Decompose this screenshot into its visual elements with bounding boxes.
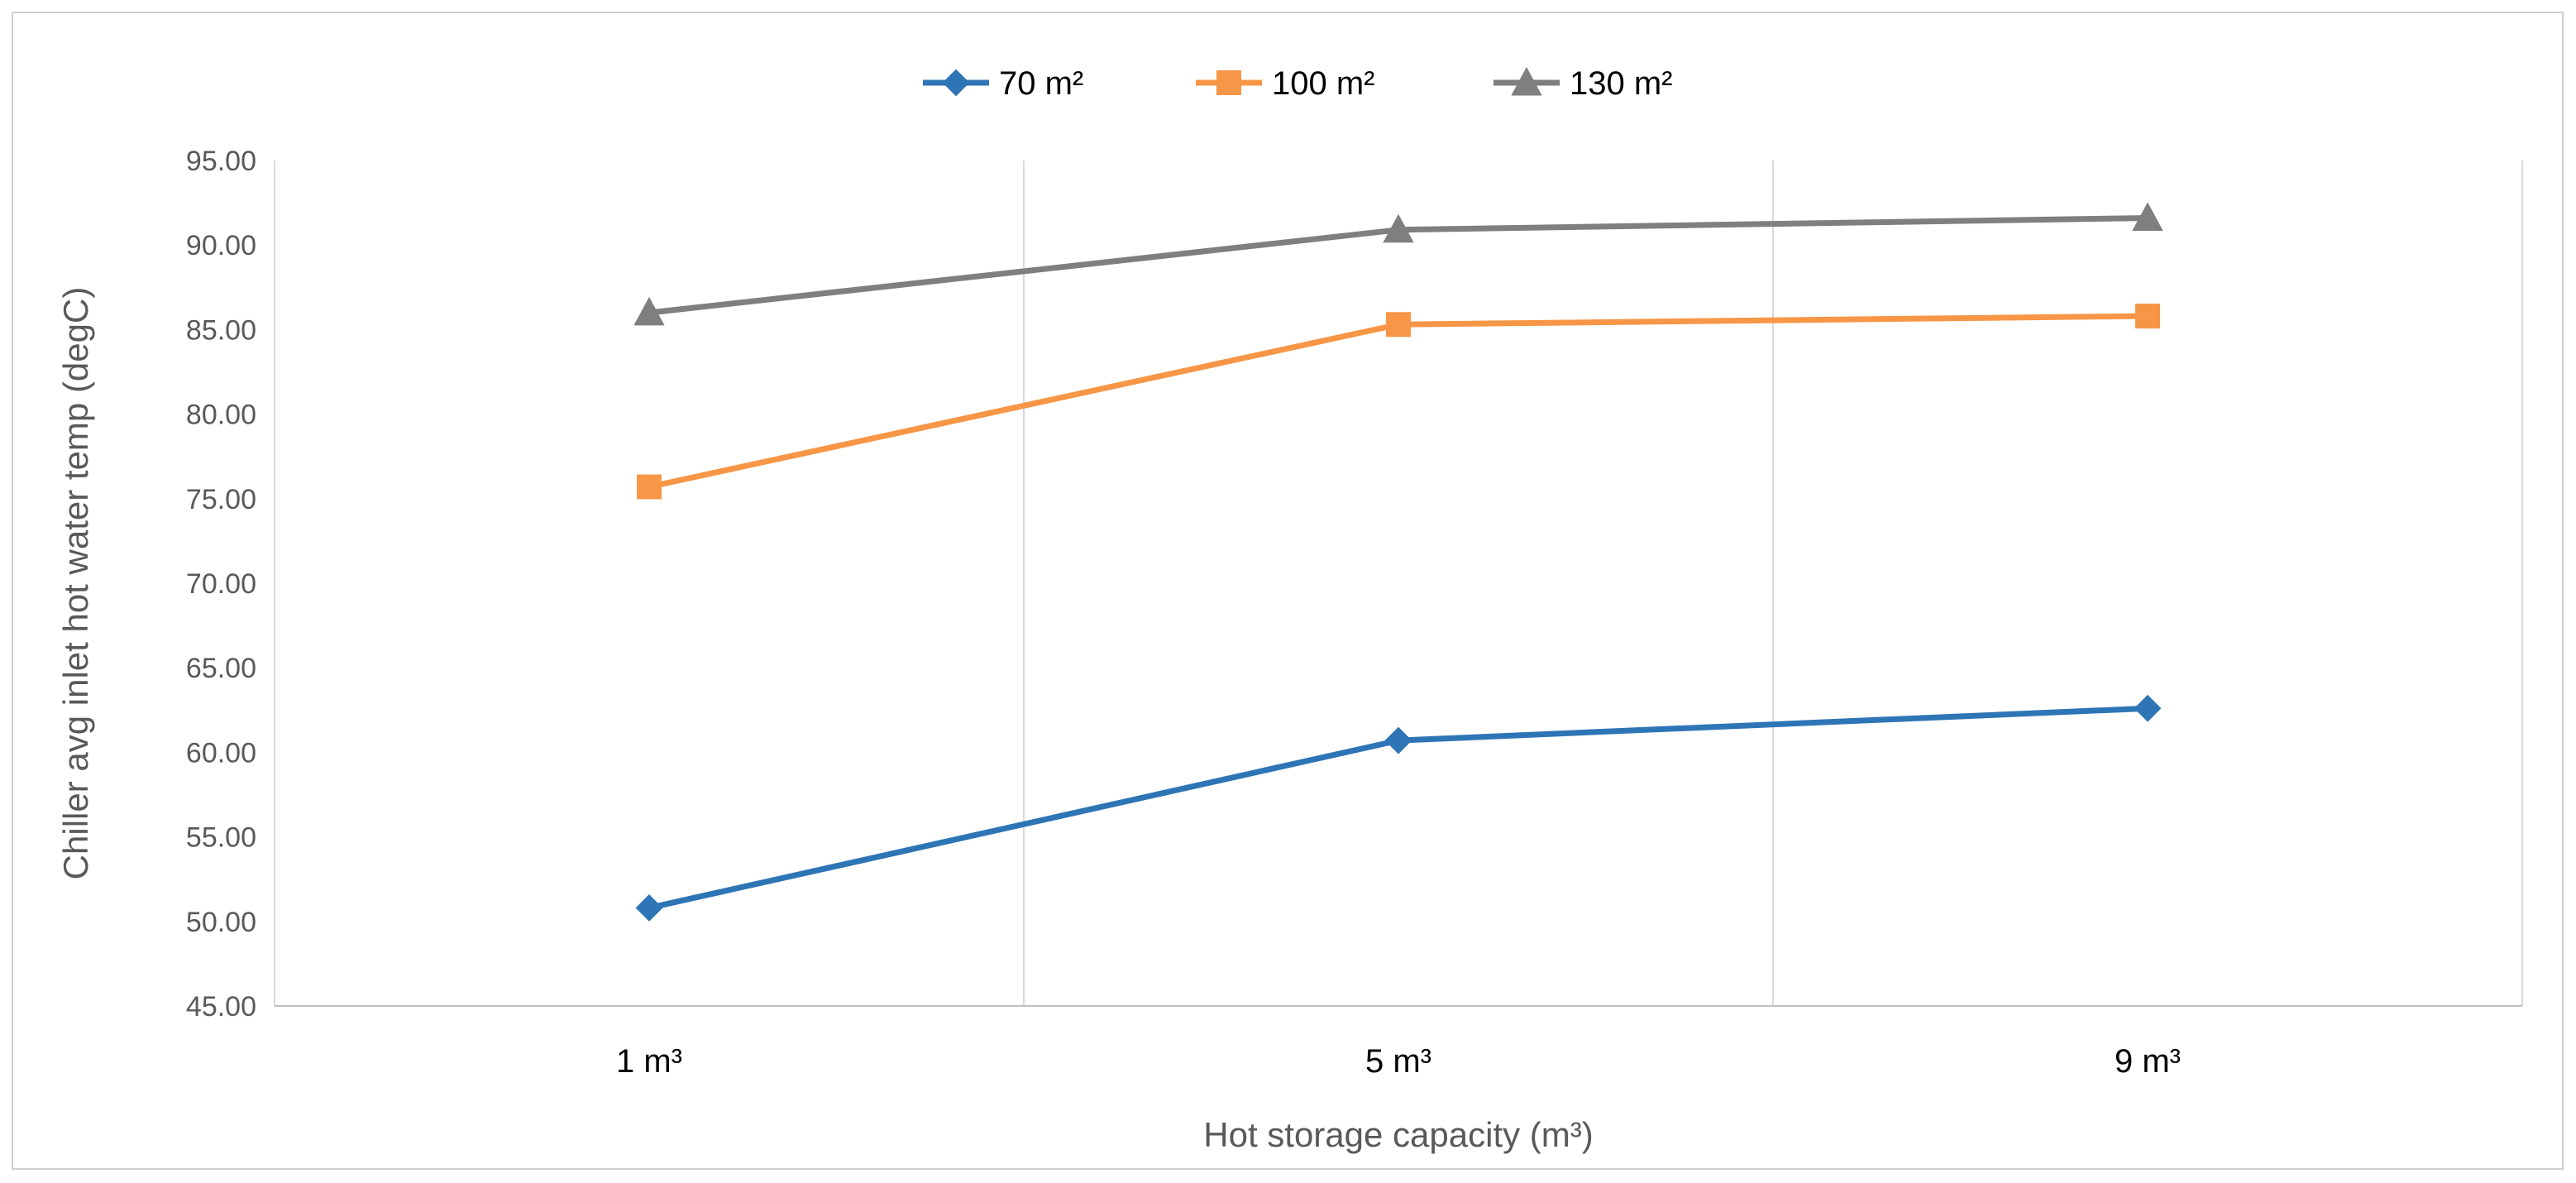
y-tick-label: 75.00: [186, 484, 256, 515]
legend-label: 130 m²: [1570, 65, 1673, 102]
y-tick-label: 70.00: [186, 568, 256, 600]
legend-label: 100 m²: [1272, 65, 1375, 102]
y-tick-label: 65.00: [186, 653, 256, 684]
y-tick-label: 45.00: [186, 991, 256, 1023]
data-point: [1383, 213, 1414, 243]
data-point: [635, 894, 663, 922]
data-point: [2135, 304, 2160, 329]
line-chart: 45.00 50.00 55.00 60.00 65.00 70.00 75.00 80.00…: [56, 65, 2523, 1154]
data-point: [1384, 726, 1412, 754]
y-tick-label: 90.00: [186, 230, 256, 261]
y-tick-labels: 45.00 50.00 55.00 60.00 65.00 70.00 75.00 80.00…: [186, 146, 256, 1023]
data-point: [637, 474, 662, 500]
chart-frame: 45.00 50.00 55.00 60.00 65.00 70.00 75.00 80.00…: [12, 12, 2564, 1170]
y-tick-label: 95.00: [186, 146, 256, 177]
legend-entry: 130 m²: [1494, 65, 1673, 102]
data-point: [633, 296, 665, 326]
x-tick-label: 9 m³: [2115, 1043, 2181, 1080]
x-tick-label: 1 m³: [616, 1043, 682, 1080]
y-tick-label: 55.00: [186, 822, 256, 854]
x-tick-labels: 1 m³ 5 m³ 9 m³: [616, 1043, 2181, 1080]
y-tick-label: 85.00: [186, 314, 256, 346]
data-point: [2134, 694, 2162, 722]
y-tick-label: 80.00: [186, 400, 256, 431]
series-2: [633, 202, 2163, 326]
x-axis-title: Hot storage capacity (m³): [1203, 1115, 1593, 1154]
legend-label: 70 m²: [999, 65, 1083, 102]
legend-entry: 70 m²: [923, 65, 1083, 102]
data-point: [1386, 312, 1411, 338]
series-line: [648, 313, 2148, 490]
legend-marker: [1511, 66, 1542, 96]
series-1: [637, 304, 2160, 500]
gridlines: [274, 160, 2523, 1006]
legend-entry: 100 m²: [1196, 65, 1375, 102]
series-0: [635, 694, 2162, 922]
y-tick-label: 60.00: [186, 737, 256, 769]
y-axis-title: Chiller avg inlet hot water temp (degC): [56, 287, 95, 880]
data-point: [2132, 202, 2163, 231]
legend: 70 m² 100 m² 130 m²: [923, 65, 1673, 102]
y-tick-label: 50.00: [186, 907, 256, 938]
x-tick-label: 5 m³: [1365, 1043, 1431, 1080]
legend-marker: [942, 69, 970, 97]
series: [633, 202, 2163, 922]
legend-marker: [1216, 70, 1241, 95]
